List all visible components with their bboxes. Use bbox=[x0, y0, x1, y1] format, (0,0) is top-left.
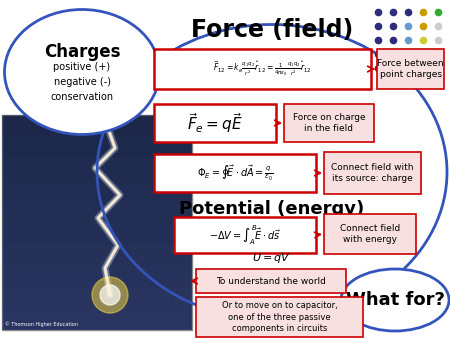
Text: Potential (energy): Potential (energy) bbox=[180, 200, 364, 218]
Text: Force (field): Force (field) bbox=[191, 18, 353, 42]
FancyBboxPatch shape bbox=[154, 104, 276, 142]
FancyBboxPatch shape bbox=[284, 104, 374, 142]
FancyBboxPatch shape bbox=[2, 201, 192, 222]
Ellipse shape bbox=[341, 269, 449, 331]
Text: To understand the world: To understand the world bbox=[216, 276, 326, 286]
Text: Connect field
with energy: Connect field with energy bbox=[340, 224, 400, 244]
FancyBboxPatch shape bbox=[2, 179, 192, 201]
Text: Or to move on to capacitor,
one of the three passive
components in circuits: Or to move on to capacitor, one of the t… bbox=[221, 301, 338, 333]
FancyBboxPatch shape bbox=[2, 158, 192, 179]
FancyBboxPatch shape bbox=[2, 287, 192, 309]
FancyBboxPatch shape bbox=[324, 152, 421, 194]
Text: $U = qV$: $U = qV$ bbox=[252, 251, 292, 265]
FancyBboxPatch shape bbox=[2, 115, 192, 137]
FancyBboxPatch shape bbox=[2, 309, 192, 330]
FancyBboxPatch shape bbox=[2, 137, 192, 158]
FancyBboxPatch shape bbox=[2, 222, 192, 244]
FancyBboxPatch shape bbox=[2, 244, 192, 266]
Text: positive (+)
negative (-)
conservation: positive (+) negative (-) conservation bbox=[50, 62, 113, 102]
Text: $\Phi_E = \oint\!\vec{E}\cdot d\vec{A} = \frac{q}{\varepsilon_0}$: $\Phi_E = \oint\!\vec{E}\cdot d\vec{A} =… bbox=[197, 163, 274, 183]
Text: © Thomson Higher Education: © Thomson Higher Education bbox=[5, 321, 78, 327]
FancyBboxPatch shape bbox=[174, 217, 316, 253]
Circle shape bbox=[100, 285, 120, 305]
FancyBboxPatch shape bbox=[2, 115, 192, 330]
FancyBboxPatch shape bbox=[196, 297, 363, 337]
Text: $\vec{F}_e = q\vec{E}$: $\vec{F}_e = q\vec{E}$ bbox=[187, 111, 243, 135]
FancyBboxPatch shape bbox=[324, 214, 416, 254]
Text: $-\Delta V = \int_A^B \!\vec{E}\cdot d\vec{s}$: $-\Delta V = \int_A^B \!\vec{E}\cdot d\v… bbox=[209, 223, 281, 247]
Circle shape bbox=[92, 277, 128, 313]
FancyBboxPatch shape bbox=[154, 154, 316, 192]
Text: $\vec{F}_{12}=k_e\frac{q_1q_2}{r^2}\hat{r}_{12}=\frac{1}{4\pi\varepsilon_0}\frac: $\vec{F}_{12}=k_e\frac{q_1q_2}{r^2}\hat{… bbox=[213, 60, 312, 78]
FancyBboxPatch shape bbox=[2, 266, 192, 287]
FancyBboxPatch shape bbox=[154, 49, 371, 89]
Text: Force on charge
in the field: Force on charge in the field bbox=[292, 113, 365, 134]
Text: What for?: What for? bbox=[346, 291, 445, 309]
Text: Force between
point charges: Force between point charges bbox=[377, 58, 444, 79]
FancyBboxPatch shape bbox=[377, 49, 444, 89]
Text: Charges: Charges bbox=[44, 43, 120, 61]
Ellipse shape bbox=[4, 9, 159, 135]
Text: Connect field with
its source: charge: Connect field with its source: charge bbox=[331, 163, 414, 184]
FancyBboxPatch shape bbox=[196, 269, 346, 293]
